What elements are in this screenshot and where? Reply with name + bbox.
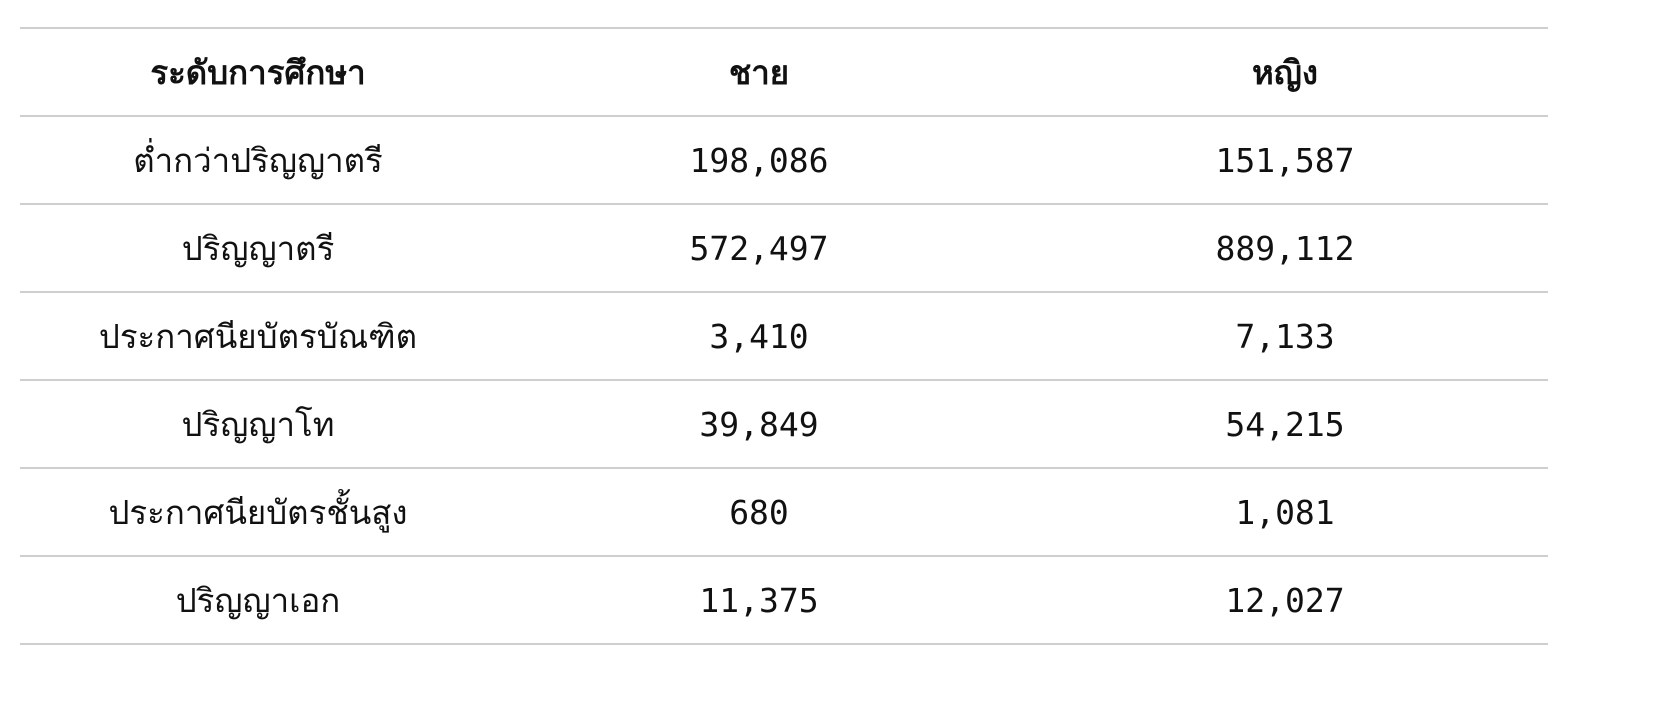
table-header-row: ระดับการศึกษา ชาย หญิง: [20, 28, 1548, 116]
table-row: ปริญญาตรี 572,497 889,112: [20, 204, 1548, 292]
male-count-cell: 39,849: [699, 404, 819, 444]
female-count-cell: 12,027: [1225, 580, 1345, 620]
female-count-cell: 54,215: [1225, 404, 1345, 444]
male-count-cell: 11,375: [699, 580, 819, 620]
table-row: ประกาศนียบัตรชั้นสูง 680 1,081: [20, 468, 1548, 556]
header-education-level: ระดับการศึกษา: [150, 52, 366, 92]
female-count-cell: 151,587: [1215, 140, 1355, 180]
header-female: หญิง: [1252, 52, 1318, 92]
table-row: ปริญญาเอก 11,375 12,027: [20, 556, 1548, 644]
male-count-cell: 3,410: [709, 316, 809, 356]
female-count-cell: 889,112: [1215, 228, 1355, 268]
table-row: ประกาศนียบัตรบัณฑิต 3,410 7,133: [20, 292, 1548, 380]
female-count-cell: 7,133: [1235, 316, 1335, 356]
education-level-cell: ปริญญาโท: [181, 404, 335, 444]
education-table-container: ระดับการศึกษา ชาย หญิง ต่ำกว่าปริญญาตรี …: [20, 27, 1548, 645]
education-level-cell: ปริญญาตรี: [181, 228, 335, 268]
education-level-cell: ต่ำกว่าปริญญาตรี: [133, 140, 383, 180]
female-count-cell: 1,081: [1235, 492, 1335, 532]
male-count-cell: 572,497: [689, 228, 829, 268]
male-count-cell: 680: [729, 492, 789, 532]
education-level-cell: ประกาศนียบัตรบัณฑิต: [98, 316, 418, 356]
table-row: ต่ำกว่าปริญญาตรี 198,086 151,587: [20, 116, 1548, 204]
male-count-cell: 198,086: [689, 140, 829, 180]
education-level-cell: ปริญญาเอก: [175, 580, 341, 620]
education-table: ระดับการศึกษา ชาย หญิง ต่ำกว่าปริญญาตรี …: [20, 27, 1548, 645]
education-level-cell: ประกาศนียบัตรชั้นสูง: [108, 492, 408, 532]
table-row: ปริญญาโท 39,849 54,215: [20, 380, 1548, 468]
header-male: ชาย: [728, 52, 790, 92]
